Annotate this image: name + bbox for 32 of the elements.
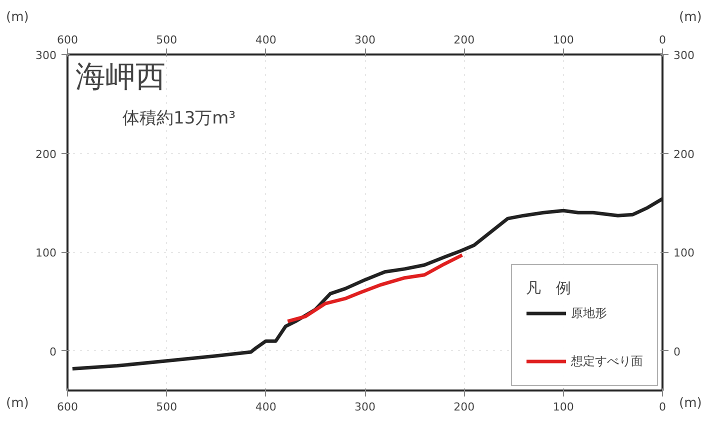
y2-tick-label: 300 bbox=[674, 49, 694, 62]
x2-tick-label: 200 bbox=[454, 400, 475, 414]
text: 体積約13万m³ bbox=[122, 108, 236, 128]
x-tick-label: 0 bbox=[659, 34, 666, 46]
text: (m) bbox=[6, 396, 29, 411]
x-tick-label: 400 bbox=[255, 34, 276, 46]
y-tick-label: 100 bbox=[36, 246, 57, 260]
x2-tick-label: 500 bbox=[156, 400, 178, 414]
y-tick-label: 300 bbox=[36, 49, 57, 62]
x2-tick-label: 0 bbox=[659, 400, 666, 414]
legend-title: 凡 例 bbox=[526, 279, 572, 298]
chart-title: 海岬西 bbox=[76, 60, 166, 94]
x2-tick-label: 100 bbox=[552, 400, 574, 414]
y2-axis-title: (m) bbox=[679, 10, 702, 25]
x-tick-label: 200 bbox=[454, 34, 475, 46]
x2-tick-label: 400 bbox=[255, 400, 276, 414]
legend-label: 想定すべり面 bbox=[571, 352, 643, 370]
y-tick-label: 0 bbox=[50, 345, 56, 358]
x-tick-label: 600 bbox=[57, 34, 78, 46]
x2-tick-label: 300 bbox=[354, 400, 376, 414]
y-axis-title: (m) bbox=[6, 10, 29, 25]
line-series bbox=[286, 253, 464, 324]
x-tick-label: 300 bbox=[354, 34, 376, 46]
y2-tick-label: 200 bbox=[674, 148, 694, 161]
x-axis-title: (m) bbox=[679, 396, 702, 411]
x-tick-label: 100 bbox=[552, 34, 574, 46]
y2-tick-label: 100 bbox=[674, 246, 694, 260]
legend-label: 原地形 bbox=[571, 304, 607, 322]
x-tick-label: 500 bbox=[156, 34, 178, 46]
y-tick-label: 200 bbox=[36, 148, 57, 161]
x2-tick-label: 600 bbox=[57, 400, 78, 414]
y2-tick-label: 0 bbox=[674, 345, 680, 358]
